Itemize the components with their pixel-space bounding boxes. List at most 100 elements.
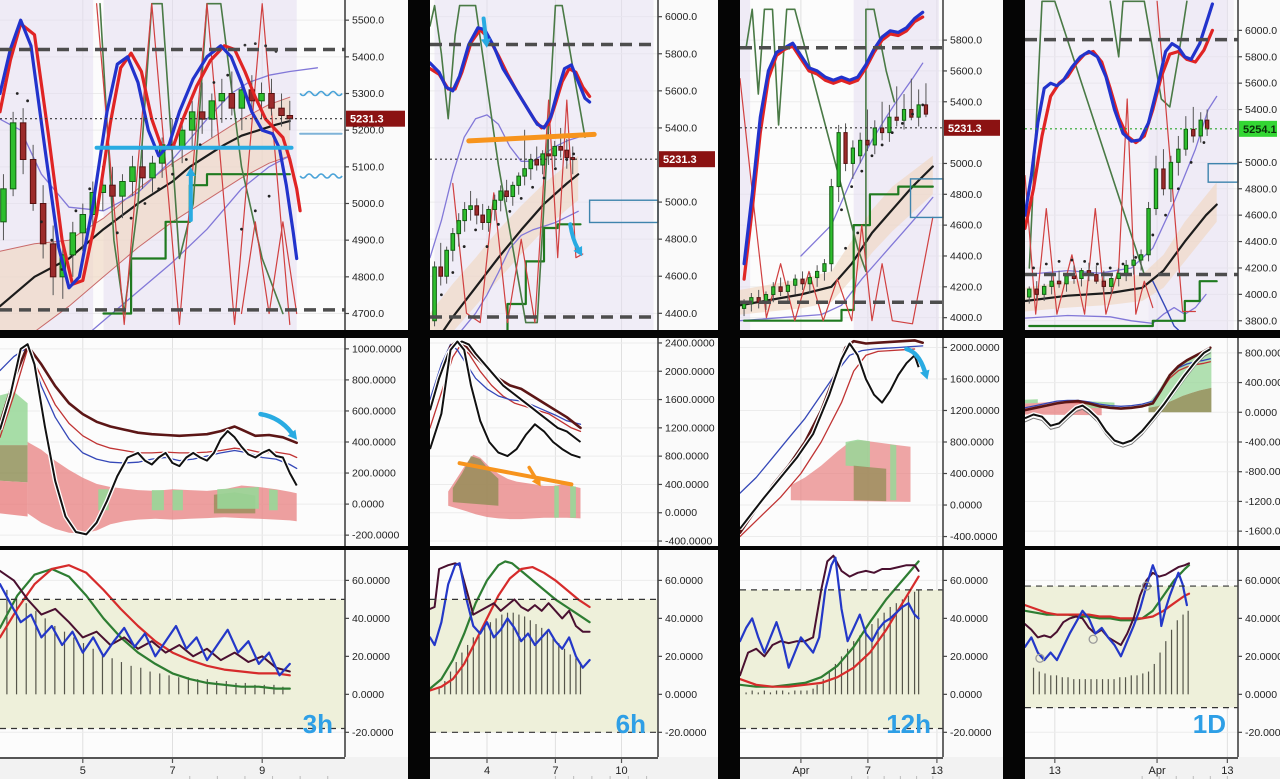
last-price-chip <box>659 151 715 168</box>
chart-canvas: 2400.0000 2000.0000 1600.0000 1200.0000 800.… <box>430 338 718 546</box>
price-panel-12h: 5800.0 5600.0 5400.0 5000.0 4800.0 4600.0 4400… <box>740 0 1003 330</box>
y-axis-tick-label: 2000.0000 <box>665 366 715 378</box>
y-axis-tick-label: 200.0000 <box>352 468 396 480</box>
y-axis-tick-label: 20.0000 <box>1245 651 1280 663</box>
x-axis-tick-label: 7 <box>552 765 558 777</box>
y-axis-tick-label: 0.0000 <box>950 689 982 701</box>
y-axis-tick-label: 4800.0 <box>665 234 697 246</box>
column-12h: 5800.0 5600.0 5400.0 5000.0 4800.0 4600.0 4400… <box>740 0 1003 779</box>
y-axis-tick-label: 5400.0 <box>950 96 982 108</box>
y-axis-tick-label: 0.0000 <box>665 507 697 519</box>
time-axis-canvas: 13 Apr 13 <box>1025 757 1280 779</box>
y-axis-tick-label: 1200.0000 <box>950 405 1000 417</box>
x-axis-tick-label: 13 <box>1221 765 1233 777</box>
y-axis-tick-label: -800.0000 <box>1245 466 1280 478</box>
y-axis-tick-label: -200.0000 <box>352 530 399 542</box>
price-panel-1d: 6000.0 5800.0 5600.0 5400.0 5000.0 4800.0 4600… <box>1025 0 1280 330</box>
y-axis-tick-label: -20.0000 <box>665 727 707 739</box>
y-axis-tick-label: 4600.0 <box>950 220 982 232</box>
y-axis-tick-label: 5600.0 <box>1245 78 1277 90</box>
y-axis-tick-label: 40.0000 <box>950 613 988 625</box>
time-axis-1d: 13 Apr 13 <box>1025 757 1280 779</box>
y-axis-tick-label: 60.0000 <box>1245 575 1280 587</box>
indicator-panel-3h: 1000.0000 800.0000 600.0000 400.0000 200.000… <box>0 338 408 546</box>
x-axis-tick-label: 9 <box>259 765 265 777</box>
y-axis-tick-label: 0.0000 <box>352 689 384 701</box>
y-axis-tick-label: 5000.0 <box>352 198 384 210</box>
y-axis-tick-label: 5000.0 <box>665 197 697 209</box>
y-axis-tick-label: 5000.0 <box>1245 157 1277 169</box>
oscillator-panel-3h: 60.0000 40.0000 20.0000 0.0000 -20.0000 3h <box>0 550 408 757</box>
last-price-chip <box>944 119 1000 136</box>
y-axis-tick-label: -20.0000 <box>1245 727 1280 739</box>
y-axis-tick-label: 4800.0 <box>352 271 384 283</box>
chart-canvas: 60.0000 40.0000 20.0000 0.0000 -20.0000 12h <box>740 550 1003 757</box>
price-panel-3h: 5500.0 5400.0 5300.0 5200.0 5100.0 5000.0 4900… <box>0 0 408 330</box>
y-axis-tick-label: 4000.0 <box>950 312 982 324</box>
y-axis-tick-label: 40.0000 <box>352 613 390 625</box>
y-axis-tick-label: 4000.0 <box>1245 289 1277 301</box>
timeframe-label: 12h <box>886 709 931 739</box>
y-axis-tick-label: 5000.0 <box>950 158 982 170</box>
chart-canvas: 5800.0 5600.0 5400.0 5000.0 4800.0 4600.0 4400… <box>740 0 1003 330</box>
y-axis-tick-label: 0.0000 <box>1245 407 1277 419</box>
time-axis-canvas: 4 7 10 <box>430 757 718 779</box>
y-axis-tick-label: -20.0000 <box>950 727 992 739</box>
y-axis-tick-label: 2000.0000 <box>950 342 1000 354</box>
column-3h: 5500.0 5400.0 5300.0 5200.0 5100.0 5000.0 4900… <box>0 0 408 779</box>
y-axis-tick-label: 5800.0 <box>950 35 982 47</box>
oscillator-panel-12h: 60.0000 40.0000 20.0000 0.0000 -20.0000 12h <box>740 550 1003 757</box>
x-axis-tick-label: Apr <box>1148 765 1165 777</box>
y-axis-tick-label: 0.0000 <box>665 689 697 701</box>
y-axis-tick-label: 5800.0 <box>1245 51 1277 63</box>
y-axis-tick-label: 1200.0000 <box>665 422 715 434</box>
y-axis-tick-label: 5400.0 <box>1245 104 1277 116</box>
y-axis-tick-label: 0.0000 <box>352 499 384 511</box>
y-axis-tick-label: -400.0000 <box>950 531 997 543</box>
y-axis-tick-label: 1600.0000 <box>665 394 715 406</box>
y-axis-tick-label: 5800.0 <box>665 48 697 60</box>
last-price-value: 5231.3 <box>663 154 697 166</box>
x-axis-tick-label: 7 <box>865 765 871 777</box>
y-axis-tick-label: 5400.0 <box>665 122 697 134</box>
y-axis-tick-label: 6000.0 <box>1245 25 1277 37</box>
y-axis-tick-label: 40.0000 <box>665 613 703 625</box>
squiggle-annotation <box>299 90 343 97</box>
time-axis-3h: 5 7 9 <box>0 757 408 779</box>
chart-canvas: 60.0000 40.0000 20.0000 0.0000 -20.0000 1D <box>1025 550 1280 757</box>
timeframe-label: 3h <box>303 709 333 739</box>
chart-canvas: 2000.0000 1600.0000 1200.0000 800.0000 400.0… <box>740 338 1003 546</box>
last-price-value: 5231.3 <box>350 114 384 126</box>
last-price-chip <box>1239 120 1277 137</box>
arrow-annotation <box>527 465 538 481</box>
x-axis-tick-label: 13 <box>931 765 943 777</box>
timeframe-label: 6h <box>616 709 646 739</box>
y-axis-tick-label: 60.0000 <box>950 575 988 587</box>
y-axis-tick-label: 2400.0000 <box>665 338 715 349</box>
oscillator-panel-1d: 60.0000 40.0000 20.0000 0.0000 -20.0000 1D <box>1025 550 1280 757</box>
x-axis-tick-label: 5 <box>80 765 86 777</box>
y-axis-tick-label: 800.0000 <box>950 437 994 449</box>
y-axis-tick-label: 4400.0 <box>665 308 697 320</box>
arrow-annotation <box>568 222 580 251</box>
y-axis-tick-label: 600.0000 <box>352 405 396 417</box>
column-6h: 6000.0 5800.0 5600.0 5400.0 5000.0 4800.0 4600… <box>430 0 718 779</box>
time-axis-canvas: Apr 7 13 <box>740 757 1003 779</box>
arrow-annotation <box>258 411 294 435</box>
chart-canvas: 800.0000 400.0000 0.0000 -400.0000 -800.0000… <box>1025 338 1280 546</box>
column-1d: 6000.0 5800.0 5600.0 5400.0 5000.0 4800.0 4600… <box>1025 0 1280 779</box>
y-axis-tick-label: -400.0000 <box>665 536 712 546</box>
y-axis-tick-label: 60.0000 <box>665 575 703 587</box>
y-axis-tick-label: 5400.0 <box>352 51 384 63</box>
y-axis-tick-label: 4200.0 <box>1245 262 1277 274</box>
chart-canvas: 5500.0 5400.0 5300.0 5200.0 5100.0 5000.0 4900… <box>0 0 408 330</box>
y-axis-tick-label: 20.0000 <box>352 651 390 663</box>
timeframe-label: 1D <box>1193 709 1226 739</box>
chart-canvas: 60.0000 40.0000 20.0000 0.0000 -20.0000 6h <box>430 550 718 757</box>
y-axis-tick-label: 3800.0 <box>1245 315 1277 327</box>
y-axis-tick-label: 400.0000 <box>950 468 994 480</box>
arrow-annotation <box>481 16 488 41</box>
y-axis-tick-label: 4800.0 <box>950 189 982 201</box>
chart-canvas: 60.0000 40.0000 20.0000 0.0000 -20.0000 3h <box>0 550 408 757</box>
